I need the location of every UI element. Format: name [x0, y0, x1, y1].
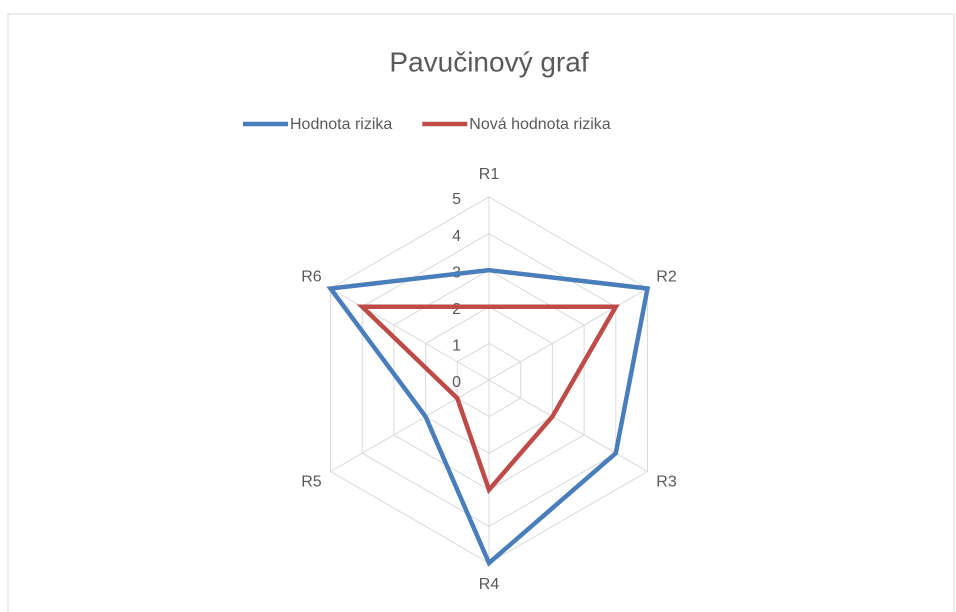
series-line — [326, 267, 651, 567]
chart-title: Pavučinový graf — [389, 46, 588, 77]
category-label: R5 — [301, 474, 322, 491]
spoke — [330, 288, 490, 381]
series-line — [356, 304, 620, 495]
category-label: R4 — [479, 576, 500, 593]
category-label: R3 — [656, 474, 677, 491]
axis-tick-label: 5 — [452, 191, 461, 208]
axis-tick-label: 4 — [452, 228, 461, 245]
legend: Hodnota rizika Nová hodnota rizika — [243, 116, 611, 133]
spoke — [488, 379, 648, 472]
category-label: R6 — [301, 269, 322, 286]
category-label: R1 — [479, 166, 500, 183]
chart-border — [7, 13, 955, 612]
spoke — [330, 379, 490, 472]
category-label: R2 — [656, 269, 677, 286]
spoke — [488, 288, 648, 381]
legend-label: Hodnota rizika — [290, 116, 392, 133]
axis-tick-label: 1 — [452, 338, 461, 355]
legend-label: Nová hodnota rizika — [469, 116, 611, 133]
axis-tick-label: 2 — [452, 301, 461, 318]
axis-tick-label: 0 — [452, 374, 461, 391]
